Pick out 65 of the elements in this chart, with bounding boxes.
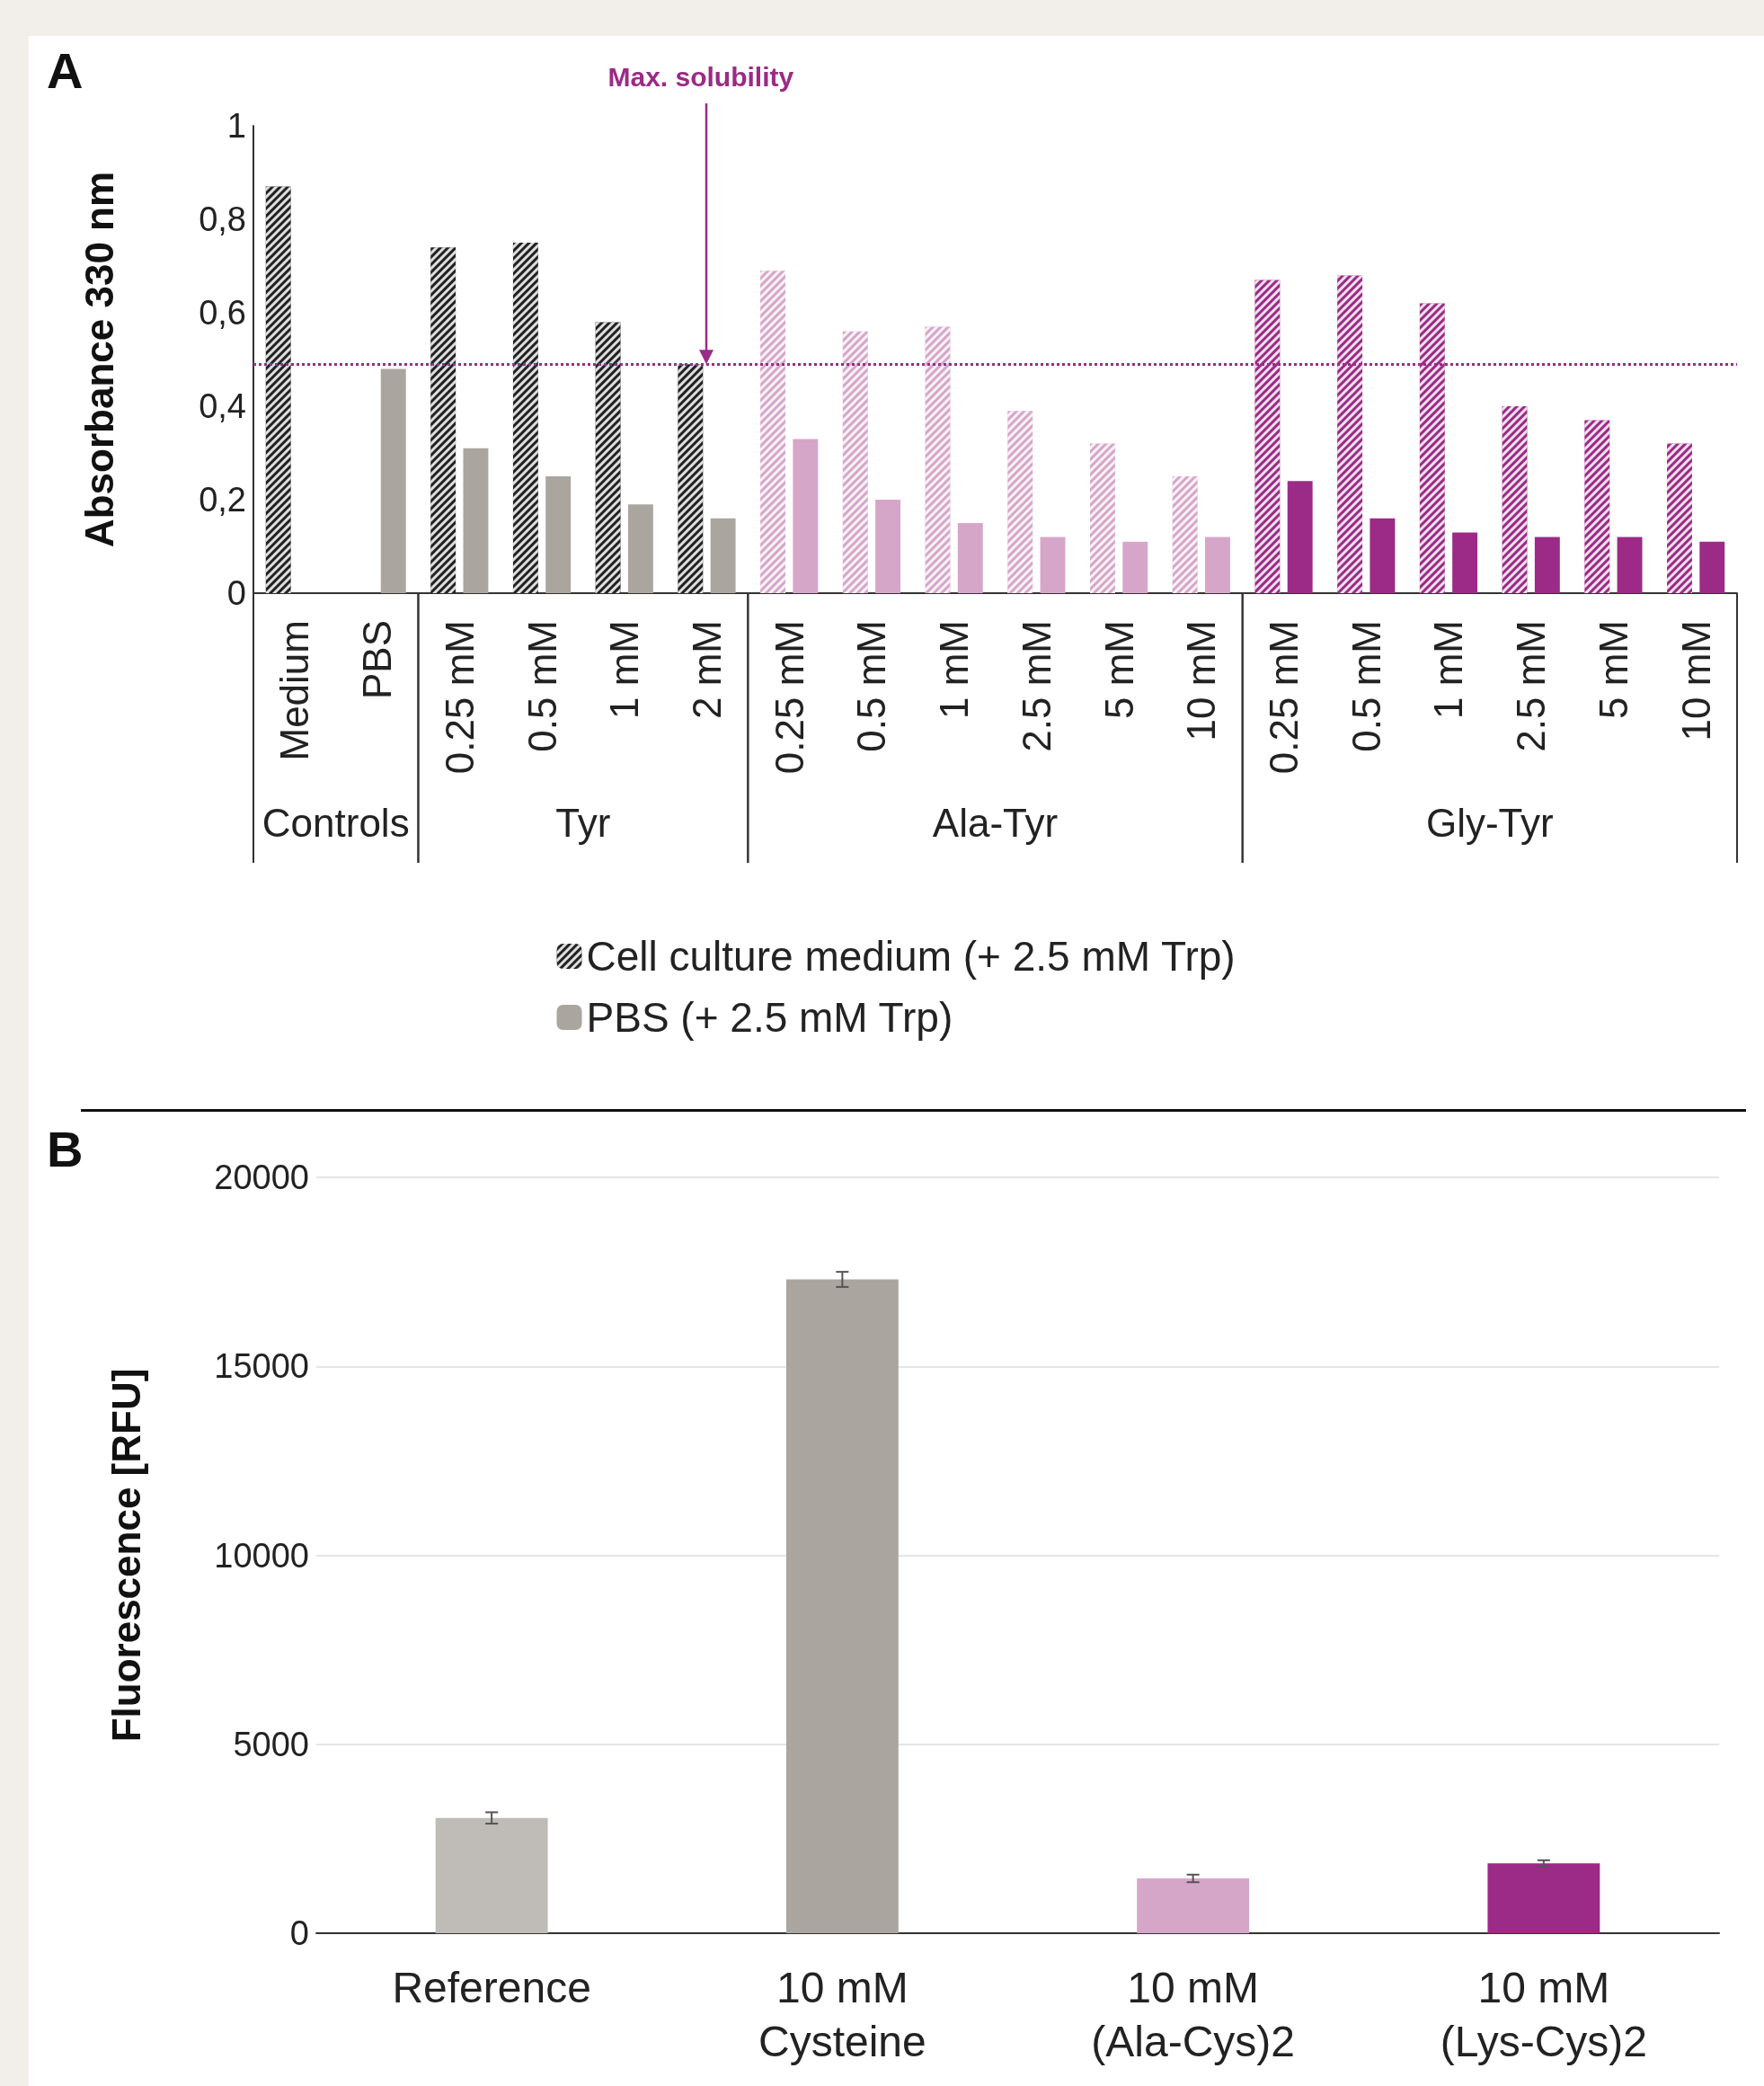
- y-tick-label: 0,6: [199, 294, 246, 332]
- x-tick-label: 10 mM: [1179, 620, 1224, 741]
- x-tick-label: Medium: [272, 620, 317, 761]
- legend-label: PBS (+ 2.5 mM Trp): [586, 994, 953, 1041]
- x-tick-label: 5 mM: [1591, 620, 1635, 719]
- x-tick-label: 1 mM: [932, 620, 977, 719]
- x-tick-label: 2 mM: [684, 620, 729, 719]
- x-tick-label: 0.25 mM: [1262, 620, 1307, 775]
- bar: [957, 523, 983, 593]
- y-tick-label: 15000: [214, 1347, 309, 1386]
- bar: [380, 368, 406, 593]
- bar: [545, 476, 572, 593]
- legend-label: Cell culture medium (+ 2.5 mM Trp): [586, 933, 1236, 980]
- text: Controls: [261, 800, 410, 845]
- x-tick-label: 10 mM (Lys-Cys)2: [1440, 1963, 1647, 2065]
- y-tick-label: 1: [226, 107, 246, 145]
- y-tick-label: 0: [226, 574, 246, 612]
- y-axis-title: Fluorescence [RFU]: [103, 1368, 148, 1743]
- x-tick-label: PBS: [355, 620, 400, 700]
- bar: [1534, 537, 1560, 593]
- x-tick-label: 10 mM (Ala-Cys)2: [1091, 1963, 1295, 2065]
- text: Ala-Tyr: [932, 800, 1059, 845]
- y-tick-label: 0,8: [199, 200, 246, 238]
- bar: [1287, 481, 1313, 593]
- y-tick-label: 0,4: [199, 387, 246, 425]
- bar: [463, 448, 489, 593]
- bar: [1122, 541, 1148, 593]
- x-tick-label: 10 mM: [1673, 620, 1718, 741]
- x-tick-label: 10 mM Cysteine: [758, 1963, 926, 2065]
- x-tick-label: 2.5 mM: [1509, 620, 1554, 752]
- ref-line-label: Max. solubility: [607, 61, 794, 92]
- bar: [793, 439, 819, 593]
- bar: [1204, 537, 1230, 593]
- bar: [1487, 1863, 1600, 1933]
- x-tick-label: 0.5 mM: [519, 620, 564, 752]
- x-tick-label: 0.5 mM: [1343, 620, 1388, 752]
- bar: [1137, 1878, 1250, 1933]
- bar: [710, 518, 736, 593]
- bar: [1040, 537, 1066, 593]
- y-tick-label: 10000: [214, 1536, 309, 1575]
- text: A: [47, 41, 84, 99]
- y-tick-label: 0,2: [199, 481, 246, 519]
- x-tick-label: 1 mM: [1426, 620, 1471, 719]
- x-tick-label: 0.5 mM: [849, 620, 894, 752]
- x-tick-label: 2.5 mM: [1014, 620, 1059, 752]
- bar: [627, 504, 653, 593]
- y-axis-title: Absorbance 330 nm: [76, 171, 121, 548]
- bar: [435, 1817, 548, 1933]
- x-tick-label: 1 mM: [602, 620, 647, 719]
- x-tick-label: 5 mM: [1096, 620, 1141, 719]
- y-tick-label: 5000: [233, 1725, 309, 1763]
- bar: [1699, 541, 1725, 593]
- x-tick-label: 0.25 mM: [767, 620, 811, 775]
- bar: [1370, 518, 1396, 593]
- bar: [1452, 532, 1478, 593]
- x-tick-label: 0.25 mM: [437, 620, 482, 775]
- bar: [785, 1279, 899, 1933]
- bar: [1617, 537, 1643, 593]
- y-tick-label: 20000: [214, 1158, 309, 1196]
- x-tick-label: Reference: [392, 1963, 591, 2011]
- text: B: [47, 1120, 84, 1177]
- y-tick-label: 0: [289, 1914, 309, 1952]
- text: Tyr: [555, 800, 611, 845]
- bar: [875, 500, 901, 593]
- text: Gly-Tyr: [1425, 800, 1554, 845]
